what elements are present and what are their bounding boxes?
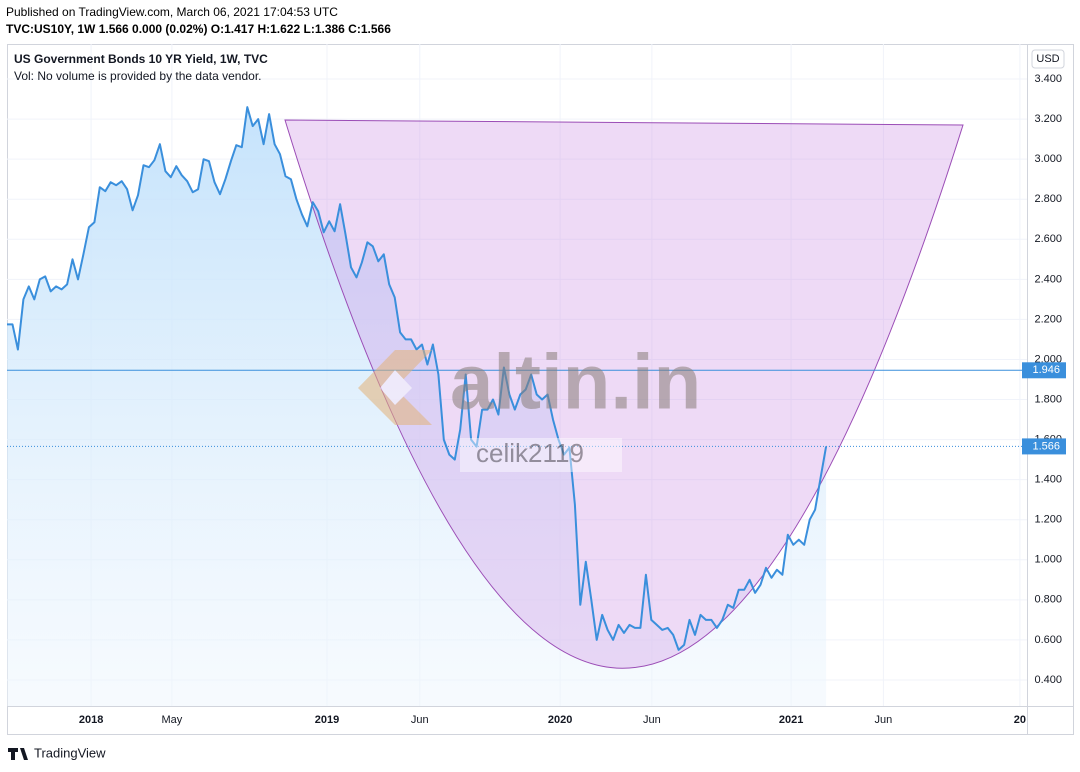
price-label-box [1022, 438, 1066, 455]
currency: USD [1036, 53, 1059, 65]
x-tick-label: Jun [875, 714, 893, 726]
price-label: 1.566 [1032, 440, 1060, 452]
area-fill [7, 107, 827, 707]
x-tick-label: 2020 [548, 714, 572, 726]
y-tick-label: 0.800 [1034, 594, 1062, 606]
y-tick-label: 2.200 [1034, 313, 1062, 325]
author-box [460, 438, 622, 472]
footer-logo [8, 748, 28, 760]
published-line: Published on TradingView.com, March 06, … [6, 5, 338, 19]
y-tick-label: 1.800 [1034, 393, 1062, 405]
chart-title: US Government Bonds 10 YR Yield, 1W, TVC [14, 52, 268, 66]
y-tick-label: 0.400 [1034, 674, 1062, 686]
y-tick-label: 2.800 [1034, 193, 1062, 205]
footer-brand: TradingView [34, 745, 106, 760]
watermark-site: altin.in [450, 338, 701, 426]
x-tick-label: May [162, 714, 183, 726]
x-tick-label: 2018 [79, 714, 103, 726]
y-tick-label: 0.600 [1034, 634, 1062, 646]
y-tick-label: 1.400 [1034, 474, 1062, 486]
x-tick-label: 2021 [779, 714, 803, 726]
y-tick-label: 2.600 [1034, 233, 1062, 245]
y-tick-label: 3.400 [1034, 73, 1062, 85]
y-tick-label: 1.000 [1034, 554, 1062, 566]
currency-box [1031, 49, 1065, 69]
price-label: 1.946 [1032, 364, 1060, 376]
watermark: altin.in celik2119 [358, 338, 701, 472]
symbol-line: TVC:US10Y, 1W 1.566 0.000 (0.02%) O:1.41… [6, 22, 391, 36]
x-tick-label: 2019 [315, 714, 339, 726]
price-label-box [1022, 362, 1066, 379]
y-tick-label: 3.000 [1034, 153, 1062, 165]
watermark-logo-hole [380, 370, 412, 405]
x-tick-label: 20 [1014, 714, 1026, 726]
price-line [7, 106, 828, 651]
watermark-author: celik2119 [476, 438, 584, 468]
y-tick-label: 1.200 [1034, 514, 1062, 526]
y-tick-label: 3.200 [1034, 113, 1062, 125]
chart-subtitle: Vol: No volume is provided by the data v… [14, 69, 261, 83]
footer-icon [8, 748, 28, 760]
y-tick-label: 2.400 [1034, 273, 1062, 285]
x-tick-label: Jun [411, 714, 429, 726]
x-tick-label: Jun [643, 714, 661, 726]
